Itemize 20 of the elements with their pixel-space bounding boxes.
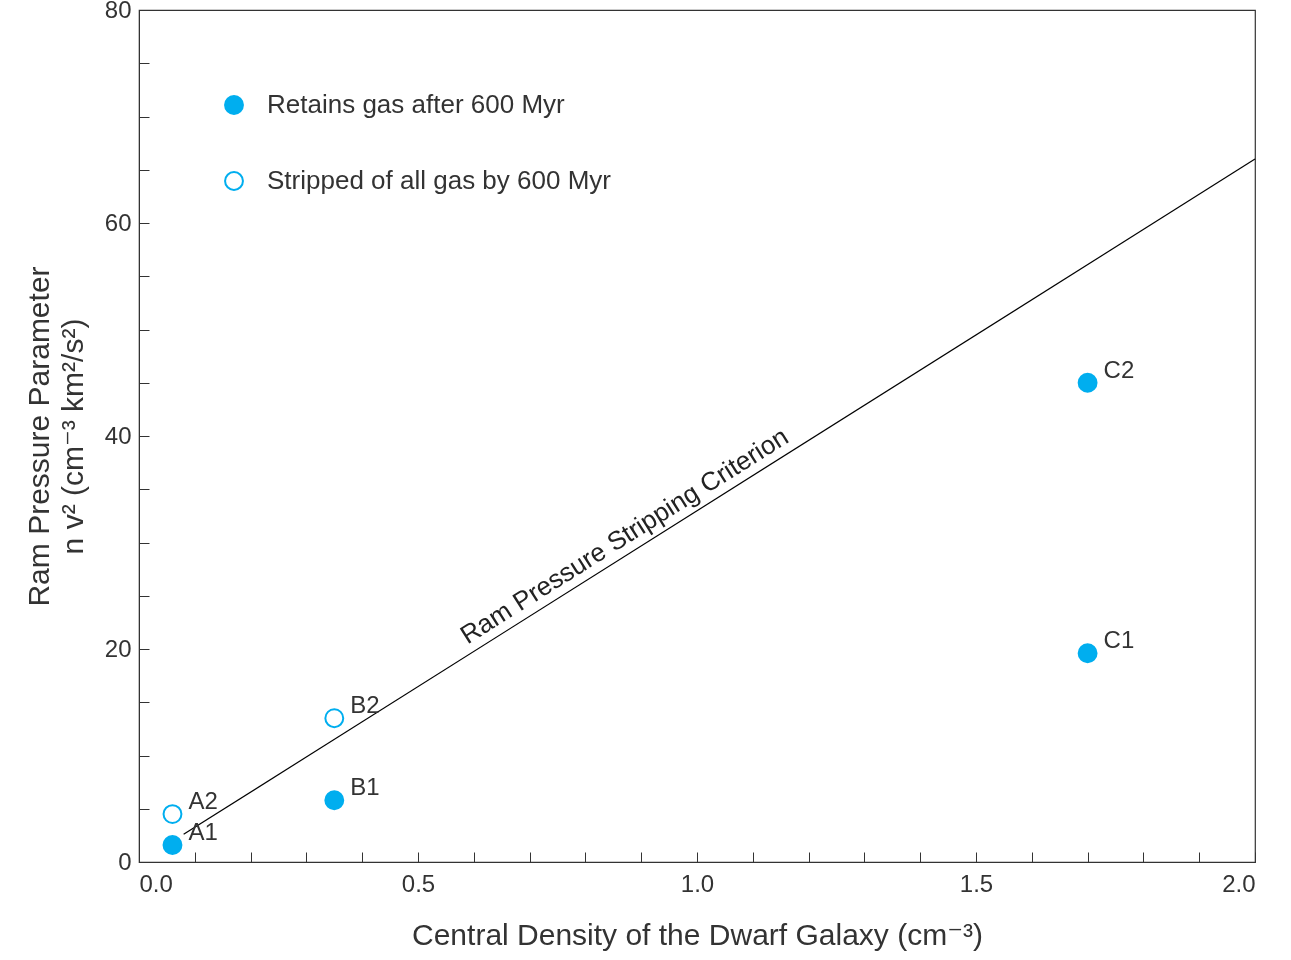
y-tick-label: 0 bbox=[118, 847, 132, 875]
annotation: A1 bbox=[188, 817, 218, 845]
legend-label: Stripped of all gas by 600 Myr bbox=[267, 165, 612, 195]
y-axis-title: Ram Pressure Parameter n v² (cm⁻³ km²/s²) bbox=[21, 266, 89, 607]
annotation: B2 bbox=[350, 691, 380, 719]
x-tick-label: 0.0 bbox=[139, 869, 173, 897]
x-tick-label: 2.0 bbox=[1222, 869, 1256, 897]
y-tick-label: 60 bbox=[104, 208, 132, 236]
annotation: C2 bbox=[1103, 355, 1135, 383]
x-tick-label: 1.5 bbox=[959, 869, 994, 897]
y-tick-label: 80 bbox=[104, 0, 132, 23]
y-tick-label: 40 bbox=[104, 421, 132, 449]
x-tick-label: 0.5 bbox=[401, 869, 436, 897]
y-tick-label: 20 bbox=[104, 634, 132, 662]
x-axis-title: Central Density of the Dwarf Galaxy (cm⁻³) bbox=[412, 917, 983, 951]
x-tick-label: 1.0 bbox=[680, 869, 715, 897]
annotation: A2 bbox=[188, 787, 218, 815]
annotation: B1 bbox=[350, 773, 380, 801]
legend-label: Retains gas after 600 Myr bbox=[267, 89, 566, 119]
annotation: C1 bbox=[1103, 626, 1135, 654]
